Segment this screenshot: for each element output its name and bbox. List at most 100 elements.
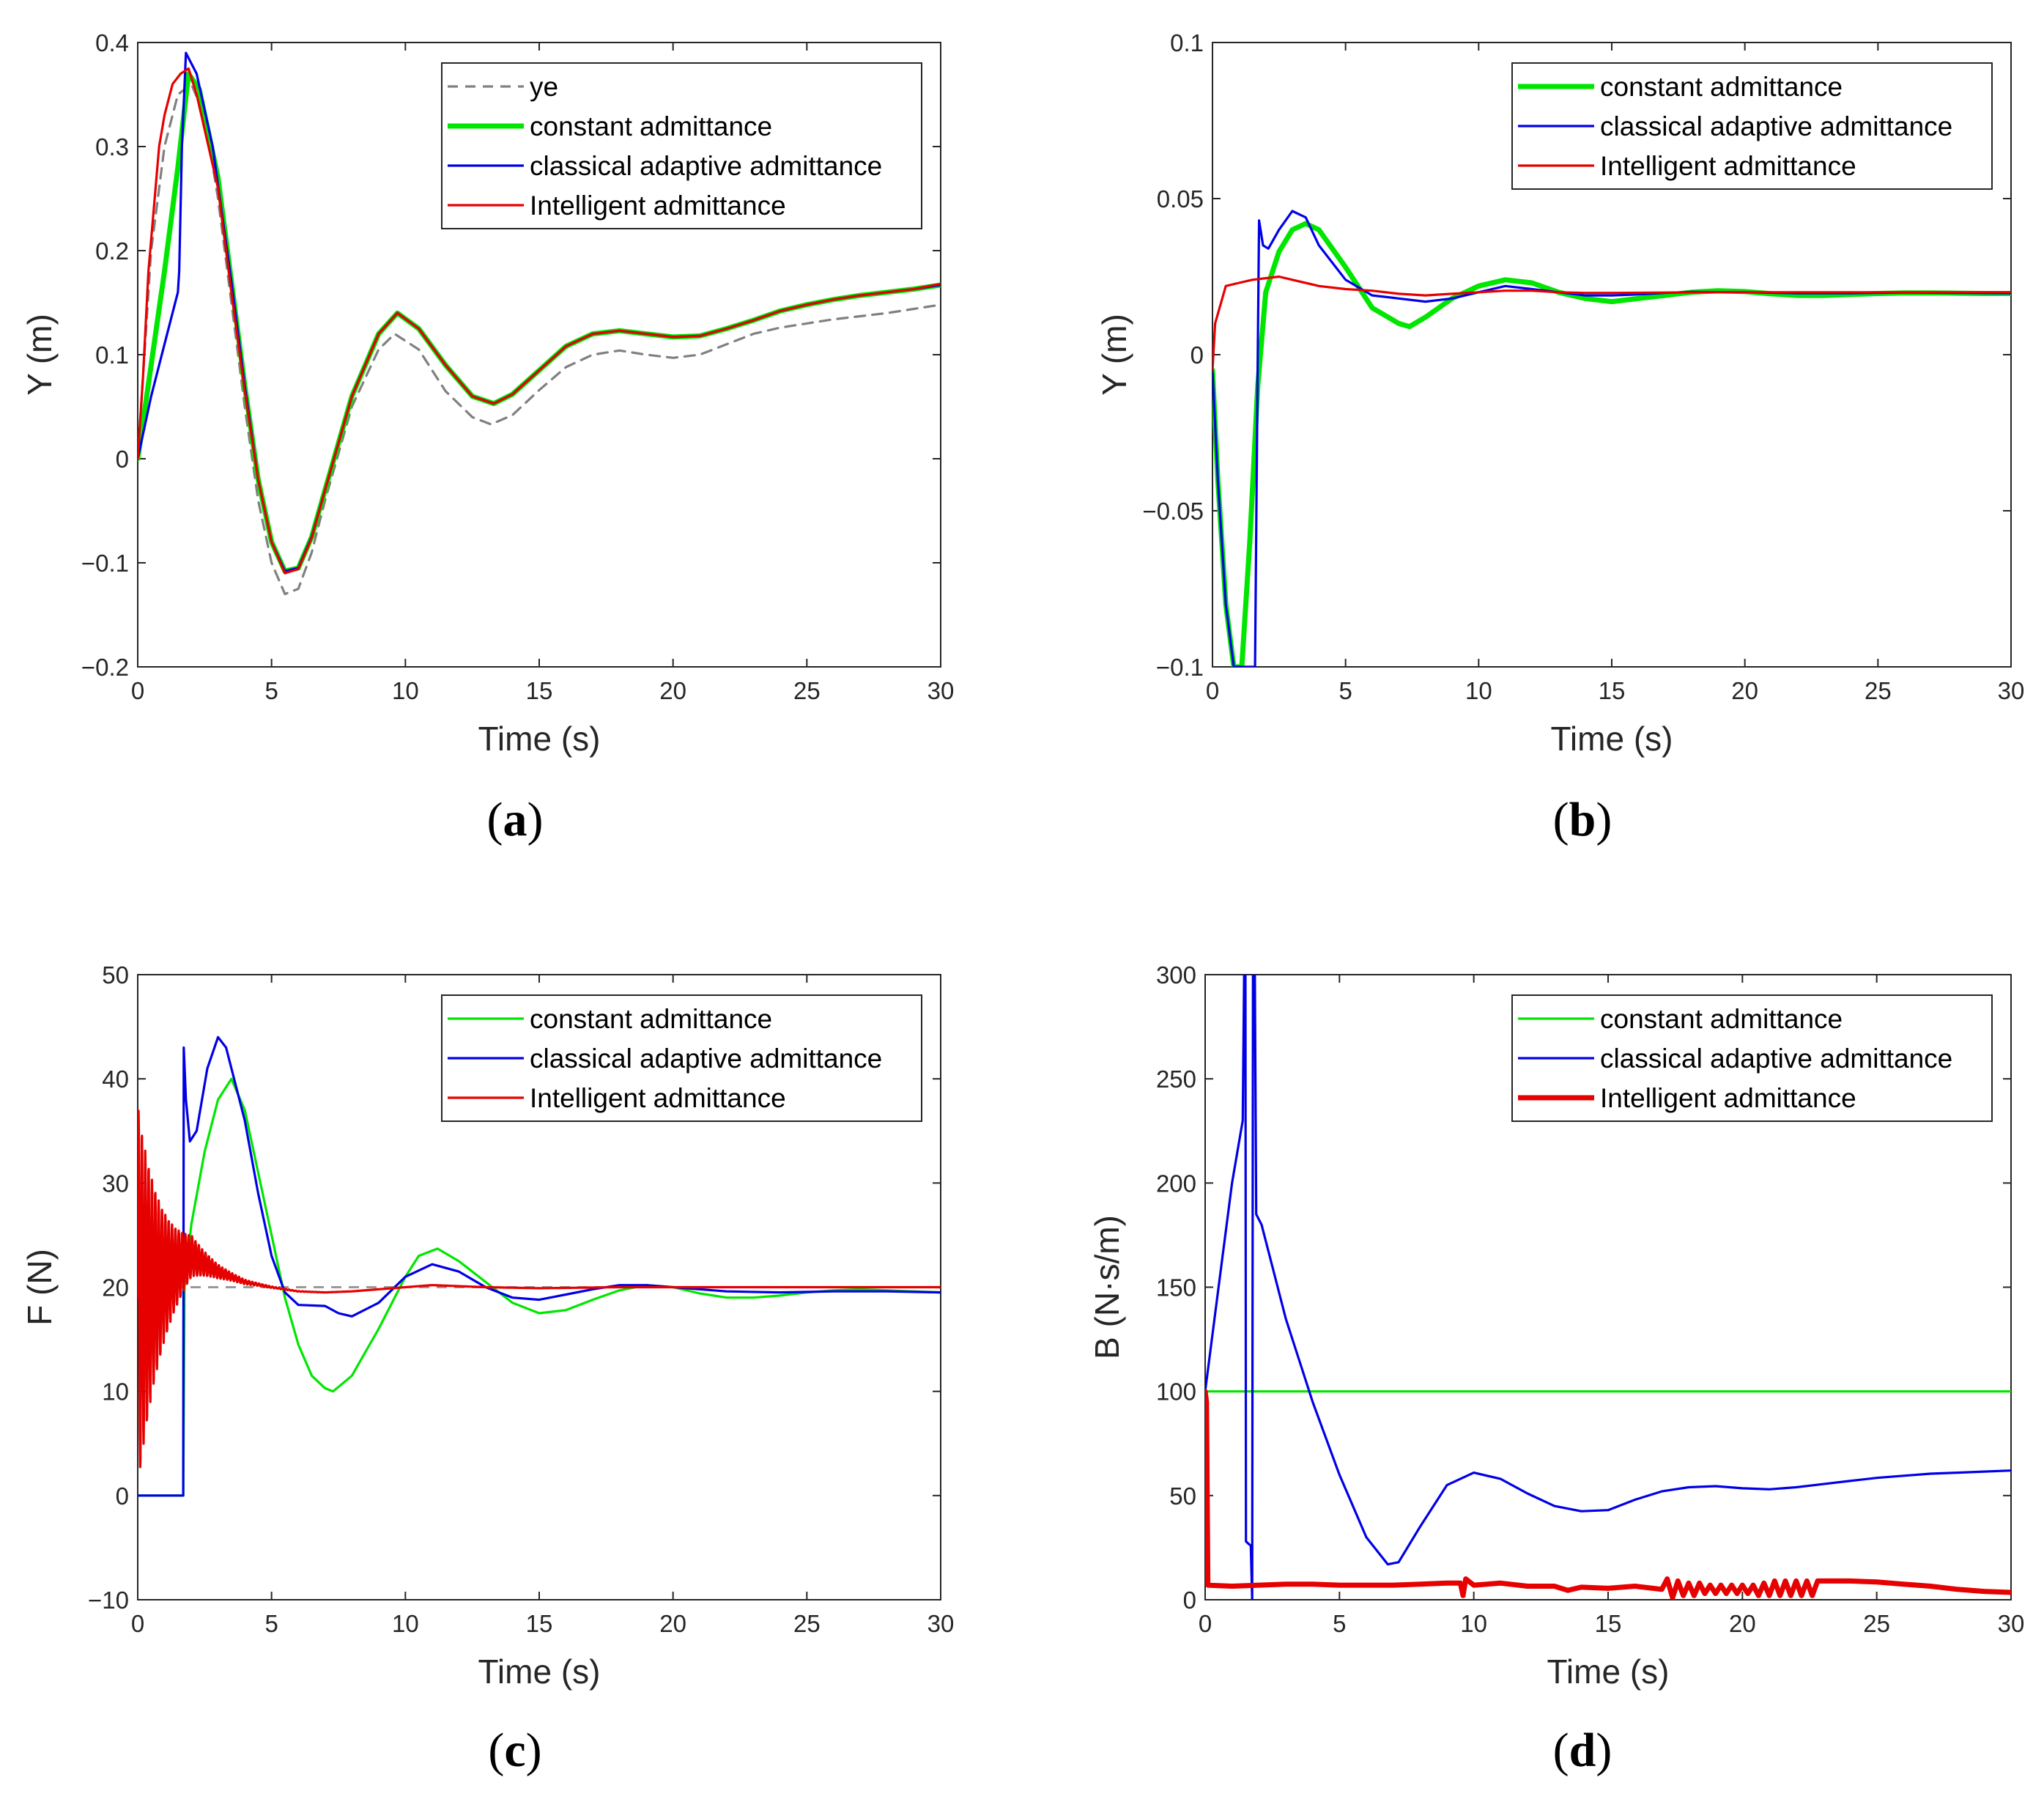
legend: constant admittance classical adaptive ad…: [441, 994, 922, 1122]
legend-label-classical-adaptive-admittance: classical adaptive admittance: [530, 1044, 882, 1074]
y-tick-label: 50: [102, 961, 129, 989]
y-axis-label: Y (m): [1095, 314, 1133, 396]
series-line-constant-admittance: [1212, 221, 2011, 667]
y-tick-label: 100: [1156, 1378, 1196, 1406]
legend-label-intelligent-admittance: Intelligent admittance: [1600, 1083, 1856, 1113]
y-tick-label: 0.4: [95, 29, 129, 56]
x-tick-label: 5: [1338, 677, 1352, 704]
x-tick-label: 15: [1599, 677, 1626, 704]
x-axis-label: Time (s): [1547, 1653, 1670, 1691]
legend-label-ye: ye: [530, 72, 558, 102]
x-tick-label: 10: [1465, 677, 1492, 704]
y-tick-label: 0: [1191, 341, 1204, 369]
x-tick-label: 0: [131, 1610, 144, 1637]
y-tick-label: 0.1: [1170, 29, 1204, 56]
legend-label-classical-adaptive-admittance: classical adaptive admittance: [1600, 1044, 1952, 1074]
y-tick-label: 0: [116, 446, 129, 473]
y-tick-label: 40: [102, 1066, 129, 1093]
legend: constant admittance classical adaptive ad…: [1511, 62, 1993, 190]
y-axis-label: B (N·s/m): [1088, 1215, 1126, 1359]
series-line-classical-adaptive-admittance: [1205, 975, 2011, 1600]
series-group: [1212, 210, 2011, 667]
x-tick-label: 20: [1729, 1610, 1756, 1637]
y-axis-label: Y (m): [21, 314, 59, 396]
panel-label: (a): [487, 793, 544, 846]
legend-label-intelligent-admittance: Intelligent admittance: [1600, 151, 1856, 181]
y-tick-label: 0: [1183, 1587, 1196, 1614]
y-tick-label: 10: [102, 1378, 129, 1406]
x-tick-label: 20: [659, 677, 686, 704]
y-tick-label: −0.2: [81, 654, 129, 681]
x-axis-label: Time (s): [478, 1653, 601, 1691]
x-axis-label: Time (s): [1551, 720, 1673, 758]
x-tick-label: 5: [264, 1610, 278, 1637]
x-tick-label: 25: [793, 677, 821, 704]
y-tick-label: 250: [1156, 1066, 1196, 1093]
x-tick-label: 5: [264, 677, 278, 704]
x-tick-label: 10: [392, 1610, 419, 1637]
x-axis-label: Time (s): [478, 720, 601, 758]
x-tick-label: 25: [1863, 1610, 1890, 1637]
x-tick-label: 25: [793, 1610, 821, 1637]
legend-label-constant-admittance: constant admittance: [530, 111, 772, 141]
panel-b: 0 5 10 15 20 25 30 −0.1 −0.05 0 0.05 0.1 Time (s) Y (…: [1095, 29, 2024, 846]
x-tick-label: 15: [1595, 1610, 1622, 1637]
x-tick-label: 20: [1731, 677, 1758, 704]
legend-label-constant-admittance: constant admittance: [530, 1004, 772, 1034]
y-tick-label: 30: [102, 1170, 129, 1197]
x-tick-label: 30: [1998, 1610, 2025, 1637]
x-tick-label: 0: [1206, 677, 1219, 704]
series-line-intelligent-admittance: [138, 67, 941, 575]
panel-label: (c): [488, 1724, 541, 1777]
x-tick-label: 30: [1998, 677, 2025, 704]
y-tick-label: 50: [1169, 1482, 1196, 1510]
y-tick-label: 20: [102, 1274, 129, 1301]
y-tick-label: −10: [88, 1587, 129, 1614]
y-tick-label: 0.1: [95, 341, 129, 369]
panel-label: (d): [1553, 1724, 1612, 1777]
x-tick-label: 10: [392, 677, 419, 704]
series-group: [138, 1035, 941, 1497]
legend-label-classical-adaptive-admittance: classical adaptive admittance: [1600, 111, 1952, 141]
series-group: [1205, 975, 2011, 1600]
series-line-intelligent-admittance: [1205, 1389, 2011, 1600]
series-line-intelligent-admittance: [1212, 275, 2011, 372]
legend: ye constant admittance classical adaptive …: [441, 62, 922, 229]
x-tick-label: 20: [659, 1610, 686, 1637]
y-tick-label: 0.05: [1157, 185, 1204, 213]
series-line-intelligent-admittance: [138, 1109, 941, 1469]
y-tick-label: 0.2: [95, 237, 129, 265]
y-tick-label: 300: [1156, 961, 1196, 989]
y-tick-label: 200: [1156, 1170, 1196, 1197]
x-tick-label: 30: [927, 677, 955, 704]
x-tick-label: 5: [1333, 1610, 1346, 1637]
legend-label-classical-adaptive-admittance: classical adaptive admittance: [530, 151, 882, 181]
x-tick-label: 30: [927, 1610, 955, 1637]
series-group: [138, 51, 941, 596]
legend-box: [441, 62, 922, 229]
legend-label-intelligent-admittance: Intelligent admittance: [530, 191, 786, 221]
y-tick-label: −0.05: [1143, 498, 1204, 525]
panel-label: (b): [1553, 793, 1612, 846]
y-tick-label: −0.1: [81, 550, 129, 577]
legend-label-constant-admittance: constant admittance: [1600, 72, 1843, 102]
legend: constant admittance classical adaptive ad…: [1511, 994, 1993, 1122]
panel-a: 0 5 10 15 20 25 30 −0.2 −0.1 0 0.1 0.2 0.3 0.4 Time (s…: [21, 29, 954, 846]
x-tick-label: 0: [131, 677, 144, 704]
y-tick-label: 0.3: [95, 133, 129, 160]
x-tick-label: 15: [526, 1610, 553, 1637]
legend-label-intelligent-admittance: Intelligent admittance: [530, 1083, 786, 1113]
y-tick-label: 150: [1156, 1274, 1196, 1301]
legend-label-constant-admittance: constant admittance: [1600, 1004, 1843, 1034]
x-tick-label: 25: [1865, 677, 1892, 704]
x-tick-label: 10: [1460, 1610, 1487, 1637]
series-line-ye: [138, 83, 941, 596]
x-tick-label: 0: [1199, 1610, 1212, 1637]
y-axis-label: F (N): [21, 1249, 59, 1326]
x-tick-label: 15: [526, 677, 553, 704]
y-tick-label: −0.1: [1156, 654, 1204, 681]
y-tick-label: 0: [116, 1482, 129, 1510]
